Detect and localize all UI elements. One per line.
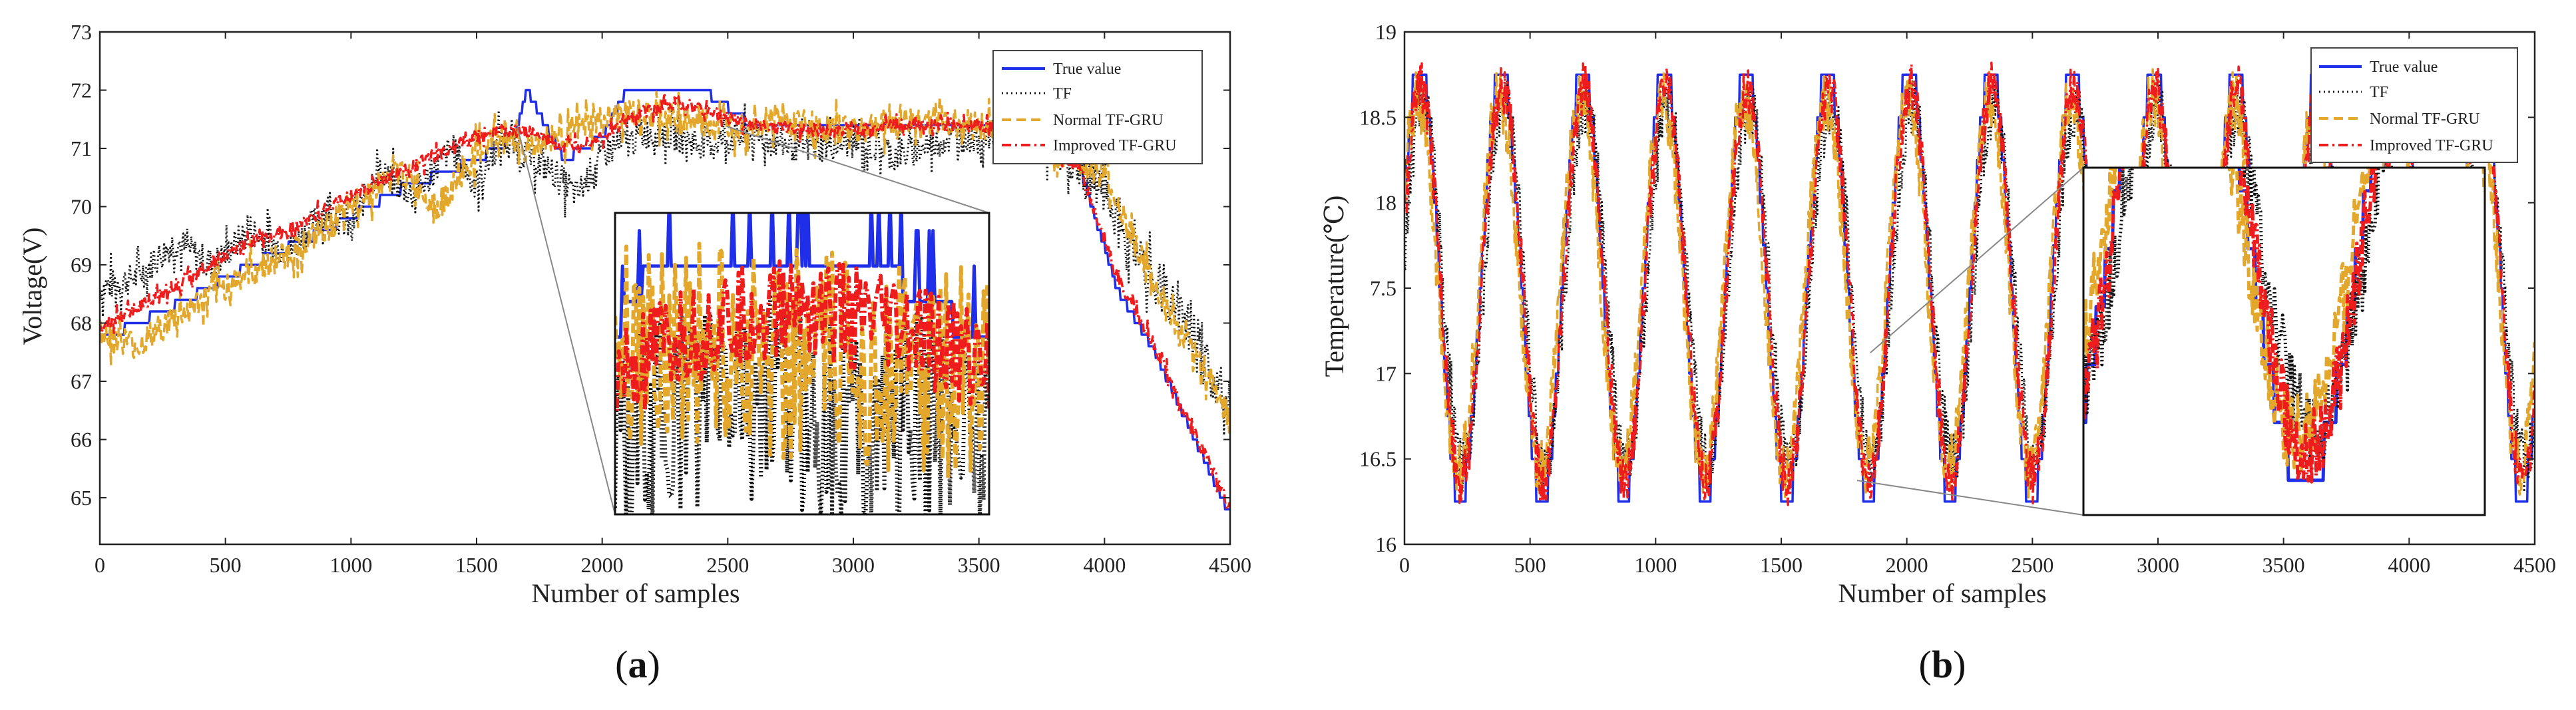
y-tick-label: 69 [71, 253, 92, 277]
chart-a-ylabel: Voltage(V) [17, 228, 47, 345]
x-tick-label: 2000 [1886, 553, 1928, 577]
chart-b-legend: True value TF Normal TF-GRU Improved TF-… [2310, 47, 2518, 163]
chart-a-legend-normal: Normal TF-GRU [1053, 112, 1164, 129]
chart-a-inset-series-true-value [615, 213, 989, 339]
x-tick-label: 4500 [1209, 553, 1251, 577]
chart-a-legend: True value TF Normal TF-GRU Improved TF-… [992, 50, 1203, 164]
caption-a: (a) [615, 643, 660, 686]
chart-b-inset-series-normal-tf-gru [2083, 168, 2485, 474]
chart-b: 0 500 1000 1500 2000 2500 3000 3500 4000 4500 161… [1319, 20, 2556, 686]
chart-b-legend-tf: TF [2370, 84, 2388, 101]
chart-a-x-ticks: 0 500 1000 1500 2000 2500 3000 3500 4000 4500 [95, 32, 1251, 577]
chart-a-inset-series-improved-tf-gru [615, 259, 989, 413]
x-tick-label: 3000 [2137, 553, 2179, 577]
y-tick-label: 68 [71, 311, 92, 335]
chart-b-legend-improved: Improved TF-GRU [2370, 137, 2493, 154]
y-tick-label: 71 [71, 136, 92, 160]
x-tick-label: 0 [1399, 553, 1410, 577]
chart-a-inset-series-normal-tf-gru [615, 242, 989, 480]
x-tick-label: 2500 [2011, 553, 2053, 577]
y-tick-label: 7.5 [1370, 276, 1396, 300]
chart-a: 0 500 1000 1500 2000 2500 3000 3500 4000 4500 656… [17, 20, 1251, 686]
chart-b-legend-true: True value [2370, 59, 2438, 76]
chart-a-series-normal-tf-gru [100, 90, 1230, 434]
x-tick-label: 4000 [1083, 553, 1126, 577]
y-tick-label: 18.5 [1359, 105, 1396, 129]
x-tick-label: 1000 [1634, 553, 1677, 577]
y-tick-label: 18 [1375, 191, 1396, 215]
y-tick-label: 65 [71, 486, 92, 510]
chart-a-xlabel: Number of samples [531, 578, 740, 608]
x-tick-label: 3500 [2262, 553, 2305, 577]
chart-b-inset-series-improved-tf-gru [2083, 168, 2378, 484]
chart-b-inset [2082, 166, 2486, 516]
x-tick-label: 1500 [1760, 553, 1803, 577]
chart-b-zoom-line-top [1870, 167, 2084, 353]
chart-b-legend-normal: Normal TF-GRU [2370, 110, 2480, 128]
caption-b: (b) [1919, 643, 1966, 686]
chart-b-y-ticks: 16 16.5 17 7.5 18 18.5 19 [1359, 20, 2535, 556]
y-tick-label: 73 [71, 20, 92, 44]
y-tick-label: 19 [1375, 20, 1396, 44]
chart-a-inset-lines [615, 213, 989, 514]
chart-b-zoom-line-bottom [1856, 480, 2084, 516]
chart-b-inset-lines [2083, 168, 2485, 484]
chart-b-x-ticks: 0 500 1000 1500 2000 2500 3000 3500 4000 4500 [1399, 32, 2556, 577]
x-tick-label: 4500 [2513, 553, 2556, 577]
chart-a-legend-improved: Improved TF-GRU [1053, 137, 1177, 154]
chart-a-zoom-line-right [726, 126, 990, 214]
y-tick-label: 17 [1375, 361, 1396, 385]
chart-b-ylabel: Temperature(℃) [1319, 196, 1349, 377]
chart-a-zoom-line-left [517, 126, 616, 515]
chart-a-legend-tf: TF [1053, 85, 1072, 102]
chart-a-y-ticks: 65 66 67 68 69 70 71 72 73 [71, 20, 1230, 510]
chart-a-frame [99, 31, 1231, 546]
x-tick-label: 4000 [2388, 553, 2430, 577]
x-tick-label: 500 [210, 553, 242, 577]
y-tick-label: 66 [71, 428, 92, 452]
x-tick-label: 2000 [581, 553, 624, 577]
chart-b-xlabel: Number of samples [1838, 578, 2046, 608]
y-tick-label: 70 [71, 195, 92, 219]
y-tick-label: 67 [71, 369, 92, 393]
y-tick-label: 16 [1375, 532, 1396, 556]
y-tick-label: 72 [71, 79, 92, 102]
x-tick-label: 0 [95, 553, 105, 577]
x-tick-label: 1500 [455, 553, 498, 577]
chart-a-legend-true: True value [1053, 61, 1121, 78]
x-tick-label: 1000 [329, 553, 372, 577]
x-tick-label: 3000 [832, 553, 875, 577]
x-tick-label: 3500 [958, 553, 1000, 577]
y-tick-label: 16.5 [1359, 447, 1396, 471]
x-tick-label: 2500 [706, 553, 749, 577]
x-tick-label: 500 [1514, 553, 1546, 577]
